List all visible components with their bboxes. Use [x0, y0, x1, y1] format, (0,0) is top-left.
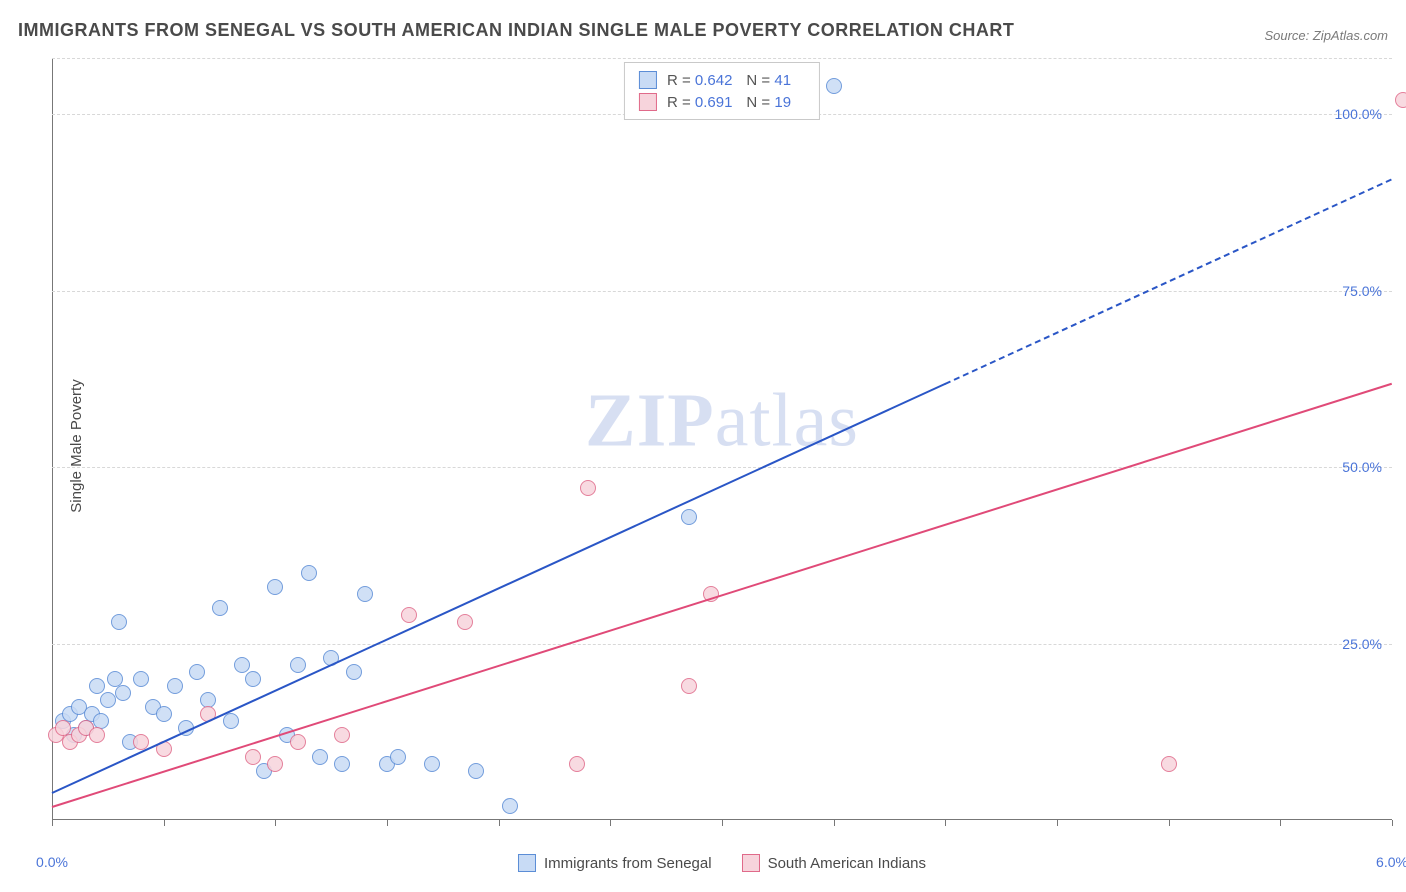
x-minor-tick: [1392, 820, 1393, 826]
legend-item-senegal: Immigrants from Senegal: [518, 854, 712, 872]
data-point: [357, 586, 373, 602]
x-minor-tick: [52, 820, 53, 826]
x-minor-tick: [499, 820, 500, 826]
legend-row-sai: R = 0.691N = 19: [639, 91, 805, 113]
trend-line: [52, 383, 946, 794]
gridline: [52, 291, 1392, 292]
data-point: [468, 763, 484, 779]
data-point: [290, 657, 306, 673]
data-point: [826, 78, 842, 94]
x-minor-tick: [275, 820, 276, 826]
watermark: ZIPatlas: [585, 378, 859, 465]
data-point: [115, 685, 131, 701]
data-point: [569, 756, 585, 772]
x-minor-tick: [1280, 820, 1281, 826]
x-minor-tick: [164, 820, 165, 826]
data-point: [212, 600, 228, 616]
x-minor-tick: [722, 820, 723, 826]
x-minor-tick: [945, 820, 946, 826]
swatch-sai-icon: [742, 854, 760, 872]
gridline: [52, 467, 1392, 468]
correlation-legend: R = 0.642N = 41 R = 0.691N = 19: [624, 62, 820, 120]
data-point: [1161, 756, 1177, 772]
trend-line: [52, 383, 1393, 808]
x-minor-tick: [1169, 820, 1170, 826]
data-point: [223, 713, 239, 729]
trend-line: [945, 178, 1392, 384]
data-point: [89, 678, 105, 694]
swatch-senegal: [639, 71, 657, 89]
x-tick-label: 0.0%: [36, 854, 68, 870]
source-attribution: Source: ZipAtlas.com: [1264, 28, 1388, 43]
x-minor-tick: [1057, 820, 1058, 826]
y-tick-label: 25.0%: [1342, 636, 1382, 652]
data-point: [334, 756, 350, 772]
swatch-sai: [639, 93, 657, 111]
x-minor-tick: [610, 820, 611, 826]
data-point: [234, 657, 250, 673]
x-minor-tick: [834, 820, 835, 826]
legend-label: Immigrants from Senegal: [544, 855, 712, 872]
data-point: [267, 579, 283, 595]
data-point: [681, 509, 697, 525]
data-point: [290, 734, 306, 750]
series-legend: Immigrants from Senegal South American I…: [518, 854, 926, 872]
data-point: [346, 664, 362, 680]
data-point: [100, 692, 116, 708]
data-point: [401, 607, 417, 623]
data-point: [681, 678, 697, 694]
data-point: [424, 756, 440, 772]
data-point: [1395, 92, 1406, 108]
x-tick-label: 6.0%: [1376, 854, 1406, 870]
data-point: [89, 727, 105, 743]
data-point: [189, 664, 205, 680]
data-point: [245, 749, 261, 765]
legend-row-senegal: R = 0.642N = 41: [639, 69, 805, 91]
data-point: [111, 614, 127, 630]
data-point: [580, 480, 596, 496]
y-tick-label: 100.0%: [1335, 106, 1382, 122]
data-point: [334, 727, 350, 743]
data-point: [167, 678, 183, 694]
data-point: [245, 671, 261, 687]
swatch-senegal-icon: [518, 854, 536, 872]
data-point: [457, 614, 473, 630]
data-point: [312, 749, 328, 765]
scatter-plot: ZIPatlas 0.0%6.0% 25.0%50.0%75.0%100.0% …: [52, 58, 1392, 848]
legend-label: South American Indians: [768, 855, 926, 872]
y-tick-label: 75.0%: [1342, 283, 1382, 299]
gridline: [52, 644, 1392, 645]
legend-item-sai: South American Indians: [742, 854, 926, 872]
chart-title: IMMIGRANTS FROM SENEGAL VS SOUTH AMERICA…: [18, 20, 1014, 41]
data-point: [301, 565, 317, 581]
x-minor-tick: [387, 820, 388, 826]
data-point: [133, 671, 149, 687]
data-point: [390, 749, 406, 765]
data-point: [502, 798, 518, 814]
y-axis: [52, 58, 53, 820]
data-point: [267, 756, 283, 772]
y-tick-label: 50.0%: [1342, 459, 1382, 475]
data-point: [156, 706, 172, 722]
